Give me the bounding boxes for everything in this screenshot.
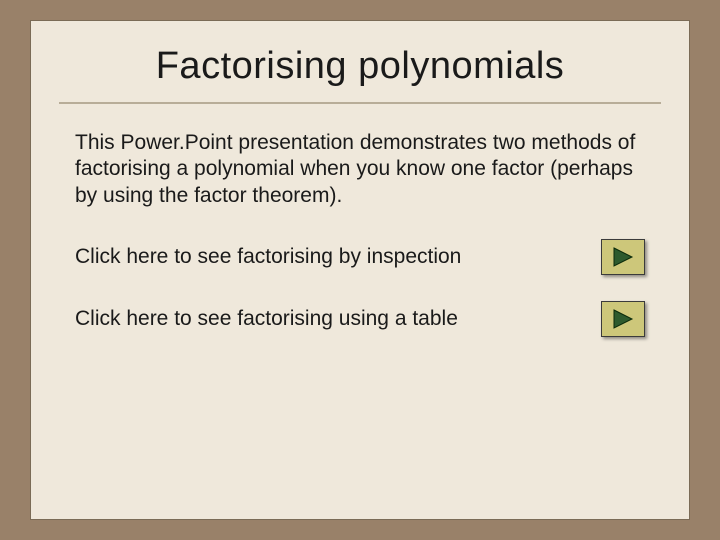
link-row-table: Click here to see factorising using a ta…	[75, 301, 645, 337]
slide-title: Factorising polynomials	[59, 45, 661, 88]
intro-text: This Power.Point presentation demonstrat…	[75, 130, 645, 209]
title-block: Factorising polynomials	[59, 39, 661, 104]
slide: Factorising polynomials This Power.Point…	[30, 20, 690, 520]
link-text-inspection: Click here to see factorising by inspect…	[75, 244, 461, 270]
play-icon	[611, 246, 635, 268]
play-button-inspection[interactable]	[601, 239, 645, 275]
play-button-table[interactable]	[601, 301, 645, 337]
link-text-table: Click here to see factorising using a ta…	[75, 306, 458, 332]
play-icon	[611, 308, 635, 330]
link-row-inspection: Click here to see factorising by inspect…	[75, 239, 645, 275]
